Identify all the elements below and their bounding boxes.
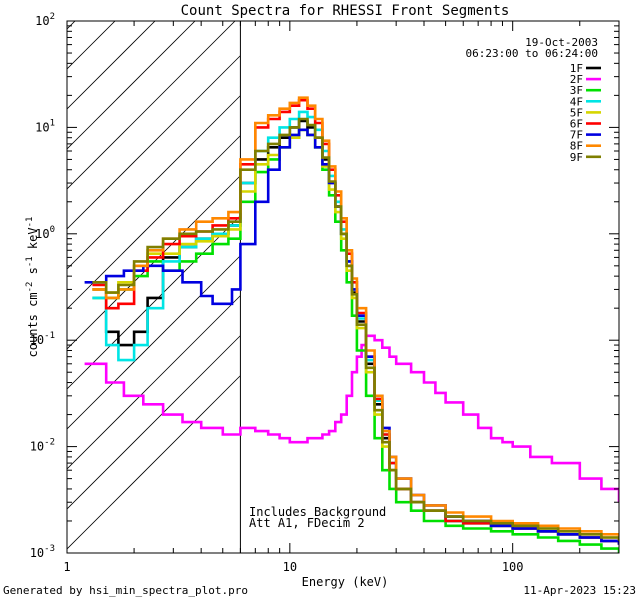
x-tick-labels: 1 10 100 <box>63 560 523 574</box>
axis-ticks <box>66 20 620 554</box>
annotation-background: Includes Background <box>249 505 386 519</box>
hatch-line <box>67 21 196 150</box>
hatch-line <box>67 335 241 510</box>
y-label-exponent: -2 <box>25 282 35 293</box>
series-group <box>84 96 619 553</box>
y-tick-exponent: -2 <box>44 438 55 448</box>
hatch-line <box>67 375 241 550</box>
hatch-line <box>67 95 241 270</box>
y-axis-label: counts cm-2 s-1 keV-1 <box>25 217 40 358</box>
y-tick-exponent: 1 <box>50 118 55 128</box>
y-label-text: counts cm <box>26 292 40 357</box>
legend-label-7F: 7F <box>570 129 583 142</box>
y-label-exponent: -1 <box>25 217 35 228</box>
y-tick-exponent: 2 <box>50 12 55 22</box>
legend-label-2F: 2F <box>570 73 583 86</box>
x-axis-label: Energy (keV) <box>302 575 389 589</box>
hatch-line <box>67 295 241 470</box>
y-tick-exponent: 0 <box>50 225 55 235</box>
hatch-line <box>67 135 241 310</box>
hatch-line <box>67 255 241 430</box>
plot-frame <box>66 20 620 554</box>
y-tick-exponent: -3 <box>44 544 55 554</box>
observation-date: 19-Oct-2003 <box>525 36 598 49</box>
legend-label-6F: 6F <box>570 118 583 131</box>
chart-title: Count Spectra for RHESSI Front Segments <box>181 3 510 19</box>
observation-time-range: 06:23:00 to 06:24:00 <box>466 47 598 60</box>
legend-label-8F: 8F <box>570 140 583 153</box>
y-tick-exponent: -1 <box>44 331 55 341</box>
legend-label-1F: 1F <box>570 62 583 75</box>
series-3F <box>92 128 619 553</box>
footer-generated-by: Generated by hsi_min_spectra_plot.pro <box>3 584 248 597</box>
series-9F <box>92 117 619 541</box>
y-label-text: keV <box>26 227 40 256</box>
series-2F <box>84 334 619 503</box>
y-label-text: s <box>26 267 40 281</box>
legend-label-5F: 5F <box>570 106 583 119</box>
footer-timestamp: 11-Apr-2023 15:23 <box>523 584 636 597</box>
x-tick-label: 1 <box>63 560 70 574</box>
y-label-exponent: -1 <box>25 256 35 267</box>
hatch-line <box>67 21 116 70</box>
x-tick-label: 10 <box>283 560 297 574</box>
hatch-line <box>67 21 156 110</box>
annotation-attenuator: Att A1, FDecim 2 <box>249 516 365 530</box>
hatched-region <box>67 21 241 550</box>
legend-label-4F: 4F <box>570 95 583 108</box>
legend-label-3F: 3F <box>570 84 583 97</box>
hatch-line <box>67 21 236 190</box>
legend-label-9F: 9F <box>570 151 583 164</box>
x-tick-label: 100 <box>502 560 524 574</box>
hatch-line <box>67 55 241 230</box>
